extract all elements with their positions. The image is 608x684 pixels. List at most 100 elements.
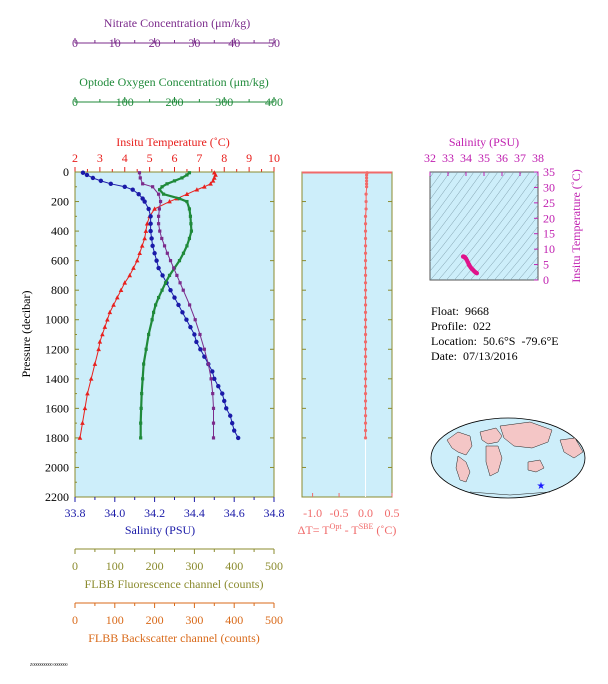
backscatter-tick-label: 200 bbox=[146, 613, 164, 627]
temperature-point bbox=[111, 302, 116, 307]
temperature-point bbox=[139, 243, 145, 248]
salinity-point bbox=[220, 391, 225, 396]
oxygen-point bbox=[153, 303, 158, 307]
temperature-point bbox=[137, 250, 142, 256]
density-contour bbox=[526, 265, 538, 280]
pressure-tick-label: 2200 bbox=[45, 490, 69, 504]
oxygen-axis-label: Optode Oxygen Concentration (μm/kg) bbox=[79, 75, 268, 89]
oxygen-point bbox=[156, 295, 161, 300]
backscatter-tick-label: 0 bbox=[72, 613, 78, 627]
float-id: Float: 9668 bbox=[431, 304, 490, 318]
temperature-point bbox=[88, 376, 94, 381]
temperature-line bbox=[79, 172, 217, 438]
temperature-point bbox=[107, 309, 113, 315]
temperature-point bbox=[210, 178, 216, 183]
delta-point bbox=[363, 325, 368, 329]
density-contour bbox=[430, 172, 451, 200]
ts-xtick-label: 38 bbox=[532, 151, 544, 165]
nitrate-point bbox=[211, 391, 215, 396]
nitrate-point bbox=[162, 244, 167, 248]
nitrate-point bbox=[156, 222, 161, 226]
salinity-point bbox=[148, 228, 153, 234]
temperature-point bbox=[92, 361, 98, 366]
nitrate-point bbox=[211, 436, 216, 440]
nitrate-tick-label: 30 bbox=[188, 36, 200, 50]
salinity-axis-label: Salinity (PSU) bbox=[125, 523, 195, 537]
delta-point bbox=[364, 207, 368, 211]
delta-line bbox=[364, 172, 368, 438]
ts-xtick-label: 33 bbox=[442, 151, 454, 165]
map-land-asia bbox=[499, 421, 553, 449]
salinity-point bbox=[202, 354, 207, 359]
salinity-point bbox=[152, 251, 157, 256]
profile-series bbox=[77, 170, 241, 441]
delta-point bbox=[363, 222, 368, 226]
nitrate-tick-label: 0 bbox=[72, 36, 78, 50]
oxygen-point bbox=[139, 406, 143, 410]
salinity-point bbox=[232, 428, 237, 433]
backscatter-axis-label: FLBB Backscatter channel (counts) bbox=[88, 631, 260, 645]
density-contour bbox=[478, 204, 538, 280]
delta-point bbox=[363, 414, 368, 418]
temperature-point bbox=[143, 228, 149, 233]
delta-point bbox=[363, 295, 368, 300]
salinity-tick-label: 34.2 bbox=[144, 506, 165, 520]
temperature-tick-label: 9 bbox=[246, 151, 252, 165]
map-land-australia bbox=[527, 459, 545, 473]
nitrate-point bbox=[141, 182, 145, 186]
density-contour bbox=[430, 172, 507, 272]
salinity-point bbox=[80, 170, 86, 175]
pressure-tick-label: 1400 bbox=[45, 372, 69, 386]
delta-point bbox=[363, 310, 368, 314]
oxygen-point bbox=[189, 229, 194, 233]
delta-point bbox=[363, 259, 368, 263]
delta-point bbox=[363, 229, 368, 233]
nitrate-point bbox=[168, 259, 173, 263]
nitrate-point bbox=[178, 281, 182, 285]
location: Location: 50.6°S -79.6°E bbox=[431, 334, 559, 348]
oxygen-point bbox=[142, 362, 146, 366]
pressure-tick-label: 200 bbox=[51, 195, 69, 209]
salinity-point bbox=[142, 199, 147, 204]
delta-point bbox=[363, 421, 368, 425]
delta-point bbox=[364, 173, 369, 177]
oxygen-point bbox=[187, 207, 192, 211]
oxygen-tick-label: 100 bbox=[116, 95, 134, 109]
pressure-axis: 0 200 400 600 800 1000 1200 1400 1600 1800 2000 220… bbox=[45, 165, 274, 504]
oxygen-point bbox=[157, 188, 162, 192]
salinity-point bbox=[148, 214, 153, 219]
nitrate-point bbox=[193, 318, 197, 322]
delta-point bbox=[363, 347, 368, 351]
density-contour bbox=[462, 182, 538, 280]
nitrate-point bbox=[160, 236, 164, 241]
oxygen-point bbox=[188, 214, 193, 218]
salinity-point bbox=[184, 317, 189, 322]
backscatter-tick-label: 300 bbox=[185, 613, 203, 627]
temperature-tick-label: 4 bbox=[122, 151, 128, 165]
fluorescence-tick-label: 100 bbox=[106, 559, 124, 573]
oxygen-point bbox=[187, 171, 192, 175]
salinity-tick-label: 34.0 bbox=[104, 506, 125, 520]
nitrate-tick-label: 40 bbox=[228, 36, 240, 50]
ts-xtick-label: 37 bbox=[514, 151, 526, 165]
ts-ytick-label: 30 bbox=[543, 180, 555, 194]
salinity-point bbox=[98, 178, 104, 184]
ts-ytick-label: 20 bbox=[543, 211, 555, 225]
delta-point bbox=[363, 214, 368, 218]
density-contour bbox=[518, 256, 538, 280]
salinity-point bbox=[210, 369, 215, 374]
salinity-point bbox=[160, 273, 165, 278]
temperature-axis-label: Insitu Temperature (˚C) bbox=[116, 135, 230, 149]
profile-id: Profile: 022 bbox=[431, 319, 491, 333]
density-contour bbox=[430, 172, 491, 253]
density-contour bbox=[438, 172, 523, 280]
nitrate-point bbox=[211, 406, 216, 410]
salinity-point bbox=[212, 376, 217, 382]
map-land-east bbox=[559, 437, 584, 459]
backscatter-tick-label: 500 bbox=[265, 613, 283, 627]
delta-point bbox=[363, 428, 368, 433]
density-contour bbox=[502, 236, 538, 280]
oxygen-point bbox=[177, 259, 182, 263]
delta-point bbox=[363, 266, 368, 270]
